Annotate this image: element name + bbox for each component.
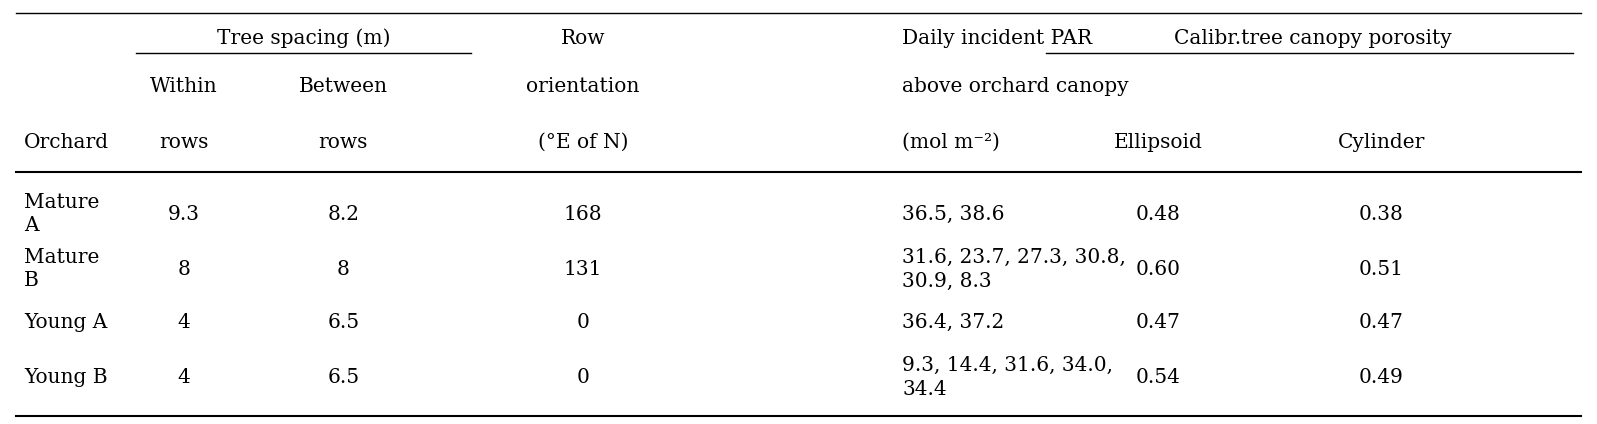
Text: Within: Within bbox=[150, 78, 217, 96]
Text: 168: 168 bbox=[564, 205, 602, 223]
Text: 0.47: 0.47 bbox=[1359, 313, 1404, 332]
Text: Daily incident PAR: Daily incident PAR bbox=[902, 29, 1092, 47]
Text: 8: 8 bbox=[177, 260, 190, 279]
Text: 0.54: 0.54 bbox=[1135, 368, 1180, 387]
Text: (°E of N): (°E of N) bbox=[538, 133, 628, 151]
Text: 31.6, 23.7, 27.3, 30.8,
30.9, 8.3: 31.6, 23.7, 27.3, 30.8, 30.9, 8.3 bbox=[902, 248, 1126, 290]
Text: 0: 0 bbox=[577, 313, 589, 332]
Text: 131: 131 bbox=[564, 260, 602, 279]
Text: 0.51: 0.51 bbox=[1359, 260, 1404, 279]
Text: 36.5, 38.6: 36.5, 38.6 bbox=[902, 205, 1005, 223]
Text: Orchard: Orchard bbox=[24, 133, 109, 151]
Text: 9.3: 9.3 bbox=[168, 205, 200, 223]
Text: 0.49: 0.49 bbox=[1359, 368, 1404, 387]
Text: 0.47: 0.47 bbox=[1135, 313, 1180, 332]
Text: Cylinder: Cylinder bbox=[1338, 133, 1425, 151]
Text: 0.48: 0.48 bbox=[1135, 205, 1180, 223]
Text: 4: 4 bbox=[177, 368, 190, 387]
Text: (mol m⁻²): (mol m⁻²) bbox=[902, 133, 1000, 151]
Text: 4: 4 bbox=[177, 313, 190, 332]
Text: Tree spacing (m): Tree spacing (m) bbox=[217, 28, 390, 48]
Text: Ellipsoid: Ellipsoid bbox=[1113, 133, 1203, 151]
Text: 9.3, 14.4, 31.6, 34.0,
34.4: 9.3, 14.4, 31.6, 34.0, 34.4 bbox=[902, 356, 1113, 399]
Text: Young A: Young A bbox=[24, 313, 107, 332]
Text: 0: 0 bbox=[577, 368, 589, 387]
Text: 8.2: 8.2 bbox=[327, 205, 359, 223]
Text: Between: Between bbox=[299, 78, 388, 96]
Text: orientation: orientation bbox=[527, 78, 639, 96]
Text: 0.60: 0.60 bbox=[1135, 260, 1180, 279]
Text: Row: Row bbox=[561, 29, 605, 47]
Text: 0.38: 0.38 bbox=[1359, 205, 1404, 223]
Text: above orchard canopy: above orchard canopy bbox=[902, 78, 1129, 96]
Text: 6.5: 6.5 bbox=[327, 368, 359, 387]
Text: 36.4, 37.2: 36.4, 37.2 bbox=[902, 313, 1005, 332]
Text: rows: rows bbox=[160, 133, 208, 151]
Text: Young B: Young B bbox=[24, 368, 107, 387]
Text: 6.5: 6.5 bbox=[327, 313, 359, 332]
Text: Mature
B: Mature B bbox=[24, 248, 99, 290]
Text: 8: 8 bbox=[337, 260, 350, 279]
Text: rows: rows bbox=[319, 133, 367, 151]
Text: Mature
A: Mature A bbox=[24, 193, 99, 235]
Text: Calibr.tree canopy porosity: Calibr.tree canopy porosity bbox=[1174, 29, 1452, 47]
